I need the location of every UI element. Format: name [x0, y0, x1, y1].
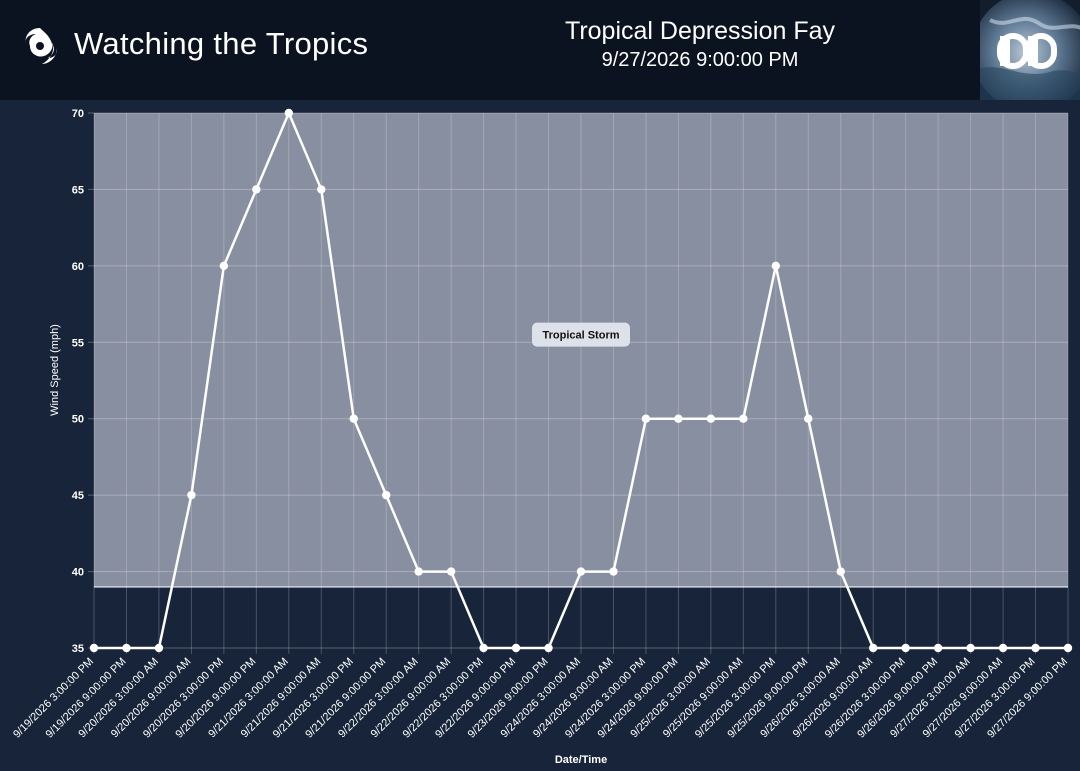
data-point[interactable] — [1031, 643, 1040, 653]
wind-speed-chart: 35 40 45 50 55 60 65 70 9/19/2026 3:00:00 PM9/1… — [11, 108, 1073, 766]
data-point[interactable] — [154, 643, 164, 653]
data-point[interactable] — [284, 108, 293, 118]
data-point[interactable] — [1063, 643, 1073, 653]
y-tick-label: 60 — [72, 261, 84, 273]
data-point[interactable] — [869, 643, 878, 653]
data-point[interactable] — [544, 643, 553, 653]
data-point[interactable] — [414, 567, 423, 576]
data-point[interactable] — [446, 567, 456, 576]
data-point[interactable] — [641, 414, 651, 423]
data-point[interactable] — [317, 185, 326, 194]
data-point[interactable] — [804, 414, 813, 423]
chart-area: 35 40 45 50 55 60 65 70 9/19/2026 3:00:00 PM 9/1… — [0, 100, 1080, 771]
data-point[interactable] — [966, 643, 975, 653]
wind-speed-points — [89, 108, 1073, 653]
storm-name: Tropical Depression Fay — [564, 17, 835, 45]
y-tick-label: 50 — [72, 414, 84, 426]
data-point[interactable] — [89, 643, 99, 653]
data-point[interactable] — [122, 643, 131, 653]
y-tick-label: 55 — [72, 337, 84, 349]
storm-info: Tropical Depression Fay 9/27/2026 9:00:0… — [520, 16, 880, 74]
y-axis-title: Wind Speed (mph) — [49, 324, 61, 416]
y-axis-ticks: 35 40 45 50 55 60 65 70 — [72, 108, 84, 655]
data-point[interactable] — [706, 414, 716, 423]
data-point[interactable] — [576, 567, 586, 576]
app-title: Watching the Tropics — [74, 26, 369, 61]
data-point[interactable] — [901, 643, 910, 653]
x-axis-ticks: 9/19/2026 3:00:00 PM9/19/2026 9:00:00 PM… — [11, 656, 1070, 741]
data-point[interactable] — [609, 567, 618, 576]
data-point[interactable] — [349, 414, 358, 423]
x-axis-title: Date/Time — [555, 754, 607, 766]
header-bar: Watching the Tropics Tropical Depression… — [0, 0, 1080, 100]
band-label-background — [532, 322, 630, 347]
hurricane-icon — [25, 28, 57, 64]
data-point[interactable] — [739, 414, 748, 423]
data-point[interactable] — [674, 414, 683, 423]
data-point[interactable] — [252, 185, 261, 194]
data-point[interactable] — [511, 643, 521, 653]
data-point[interactable] — [219, 261, 229, 271]
data-point[interactable] — [479, 643, 488, 653]
logo[interactable] — [980, 0, 1080, 100]
data-point[interactable] — [933, 643, 943, 653]
storm-timestamp: 9/27/2026 9:00:00 PM — [601, 49, 799, 71]
data-point[interactable] — [771, 261, 780, 271]
y-tick-label: 40 — [72, 567, 84, 579]
data-point[interactable] — [382, 490, 391, 500]
y-tick-label: 65 — [72, 184, 84, 196]
y-tick-label: 35 — [72, 643, 84, 655]
data-point[interactable] — [836, 567, 845, 576]
band-label: Tropical Storm — [542, 330, 619, 342]
y-tick-label: 70 — [72, 108, 84, 120]
y-tick-label: 45 — [72, 490, 84, 502]
data-point[interactable] — [187, 490, 196, 500]
dd-logo-icon — [980, 0, 1080, 100]
data-point[interactable] — [998, 643, 1008, 653]
band-labels: Tropical Storm — [532, 322, 630, 347]
